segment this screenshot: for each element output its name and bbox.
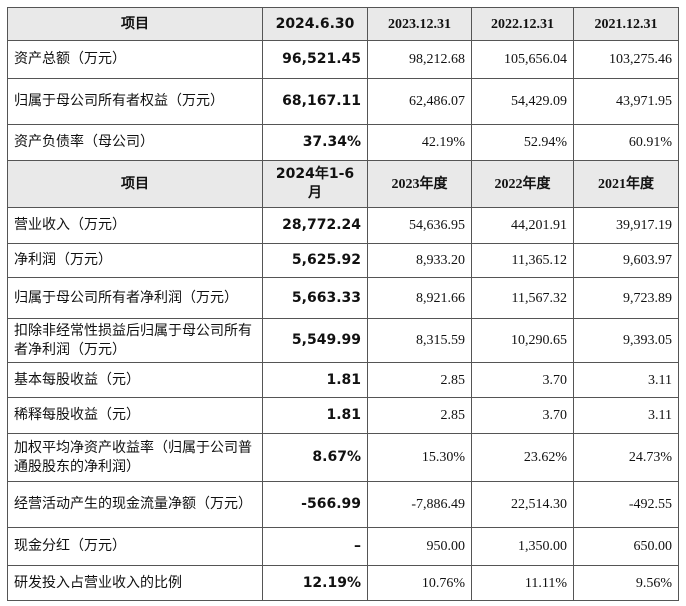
value-cell: 950.00 bbox=[367, 527, 472, 566]
value-cell: 43,971.95 bbox=[573, 78, 679, 125]
value-cell: -7,886.49 bbox=[367, 481, 472, 528]
row-label: 扣除非经常性损益后归属于母公司所有者净利润（万元） bbox=[7, 318, 263, 363]
value-cell: 15.30% bbox=[367, 433, 472, 482]
value-cell: 23.62% bbox=[471, 433, 574, 482]
value-cell: 105,656.04 bbox=[471, 40, 574, 79]
data-row: 研发投入占营业收入的比例 12.19% 10.76% 11.11% 9.56% bbox=[7, 565, 679, 601]
header-cell: 2022年度 bbox=[471, 160, 574, 208]
data-row: 营业收入（万元） 28,772.24 54,636.95 44,201.91 39,91… bbox=[7, 207, 679, 244]
row-label: 归属于母公司所有者净利润（万元） bbox=[7, 277, 263, 319]
value-cell: 2.85 bbox=[367, 362, 472, 398]
header-cell: 2023年度 bbox=[367, 160, 472, 208]
data-row: 净利润（万元） 5,625.92 8,933.20 11,365.12 9,603.97 bbox=[7, 243, 679, 278]
header-cell: 2022.12.31 bbox=[471, 7, 574, 41]
row-label: 经营活动产生的现金流量净额（万元） bbox=[7, 481, 263, 528]
value-cell: 68,167.11 bbox=[262, 78, 368, 125]
value-cell: 11,567.32 bbox=[471, 277, 574, 319]
data-row: 归属于母公司所有者净利润（万元） 5,663.33 8,921.66 11,567.3… bbox=[7, 277, 679, 319]
value-cell: 3.70 bbox=[471, 397, 574, 434]
data-table: 项目 2024.6.30 2023.12.31 2022.12.31 2021.12.3… bbox=[7, 7, 679, 601]
value-cell: -566.99 bbox=[262, 481, 368, 528]
value-cell: – bbox=[262, 527, 368, 566]
value-cell: 3.70 bbox=[471, 362, 574, 398]
data-row: 资产负债率（母公司） 37.34% 42.19% 52.94% 60.91% bbox=[7, 124, 679, 161]
row-label: 基本每股收益（元） bbox=[7, 362, 263, 398]
header-cell: 2024年1-6月 bbox=[262, 160, 368, 208]
row-label: 营业收入（万元） bbox=[7, 207, 263, 244]
value-cell: 22,514.30 bbox=[471, 481, 574, 528]
row-label: 归属于母公司所有者权益（万元） bbox=[7, 78, 263, 125]
header-row: 项目 2024.6.30 2023.12.31 2022.12.31 2021.12.3… bbox=[7, 7, 679, 41]
value-cell: 24.73% bbox=[573, 433, 679, 482]
header-cell: 项目 bbox=[7, 7, 263, 41]
header-row: 项目 2024年1-6月 2023年度 2022年度 2021年度 bbox=[7, 160, 679, 208]
row-label: 现金分红（万元） bbox=[7, 527, 263, 566]
value-cell: 9,723.89 bbox=[573, 277, 679, 319]
data-row: 资产总额（万元） 96,521.45 98,212.68 105,656.04 103,… bbox=[7, 40, 679, 79]
row-label: 加权平均净资产收益率（归属于公司普通股股东的净利润） bbox=[7, 433, 263, 482]
row-label: 净利润（万元） bbox=[7, 243, 263, 278]
value-cell: 10,290.65 bbox=[471, 318, 574, 363]
value-cell: 98,212.68 bbox=[367, 40, 472, 79]
value-cell: 96,521.45 bbox=[262, 40, 368, 79]
value-cell: 54,636.95 bbox=[367, 207, 472, 244]
header-cell: 项目 bbox=[7, 160, 263, 208]
data-row: 加权平均净资产收益率（归属于公司普通股股东的净利润） 8.67% 15.30% 23.… bbox=[7, 433, 679, 482]
value-cell: 28,772.24 bbox=[262, 207, 368, 244]
value-cell: 52.94% bbox=[471, 124, 574, 161]
value-cell: 54,429.09 bbox=[471, 78, 574, 125]
value-cell: 9,603.97 bbox=[573, 243, 679, 278]
data-row: 经营活动产生的现金流量净额（万元） -566.99 -7,886.49 22,514.… bbox=[7, 481, 679, 528]
header-cell: 2024.6.30 bbox=[262, 7, 368, 41]
value-cell: 650.00 bbox=[573, 527, 679, 566]
value-cell: 5,625.92 bbox=[262, 243, 368, 278]
row-label: 稀释每股收益（元） bbox=[7, 397, 263, 434]
value-cell: 42.19% bbox=[367, 124, 472, 161]
header-cell: 2021.12.31 bbox=[573, 7, 679, 41]
value-cell: 3.11 bbox=[573, 397, 679, 434]
value-cell: 11,365.12 bbox=[471, 243, 574, 278]
value-cell: 3.11 bbox=[573, 362, 679, 398]
data-row: 归属于母公司所有者权益（万元） 68,167.11 62,486.07 54,429.… bbox=[7, 78, 679, 125]
value-cell: 1.81 bbox=[262, 397, 368, 434]
value-cell: 103,275.46 bbox=[573, 40, 679, 79]
value-cell: 1,350.00 bbox=[471, 527, 574, 566]
data-row: 基本每股收益（元） 1.81 2.85 3.70 3.11 bbox=[7, 362, 679, 398]
value-cell: 39,917.19 bbox=[573, 207, 679, 244]
value-cell: 12.19% bbox=[262, 565, 368, 601]
value-cell: 8,921.66 bbox=[367, 277, 472, 319]
value-cell: 5,663.33 bbox=[262, 277, 368, 319]
value-cell: 8.67% bbox=[262, 433, 368, 482]
row-label: 资产总额（万元） bbox=[7, 40, 263, 79]
value-cell: 2.85 bbox=[367, 397, 472, 434]
data-row: 扣除非经常性损益后归属于母公司所有者净利润（万元） 5,549.99 8,315.5… bbox=[7, 318, 679, 363]
value-cell: 8,315.59 bbox=[367, 318, 472, 363]
row-label: 资产负债率（母公司） bbox=[7, 124, 263, 161]
header-cell: 2021年度 bbox=[573, 160, 679, 208]
value-cell: 8,933.20 bbox=[367, 243, 472, 278]
value-cell: 62,486.07 bbox=[367, 78, 472, 125]
row-label: 研发投入占营业收入的比例 bbox=[7, 565, 263, 601]
value-cell: 11.11% bbox=[471, 565, 574, 601]
value-cell: 60.91% bbox=[573, 124, 679, 161]
value-cell: 5,549.99 bbox=[262, 318, 368, 363]
value-cell: 44,201.91 bbox=[471, 207, 574, 244]
data-row: 现金分红（万元） –950.00 1,350.00 650.00 bbox=[7, 527, 679, 566]
value-cell: 37.34% bbox=[262, 124, 368, 161]
value-cell: 9,393.05 bbox=[573, 318, 679, 363]
value-cell: 10.76% bbox=[367, 565, 472, 601]
data-row: 稀释每股收益（元） 1.81 2.85 3.70 3.11 bbox=[7, 397, 679, 434]
header-cell: 2023.12.31 bbox=[367, 7, 472, 41]
value-cell: 9.56% bbox=[573, 565, 679, 601]
value-cell: -492.55 bbox=[573, 481, 679, 528]
value-cell: 1.81 bbox=[262, 362, 368, 398]
